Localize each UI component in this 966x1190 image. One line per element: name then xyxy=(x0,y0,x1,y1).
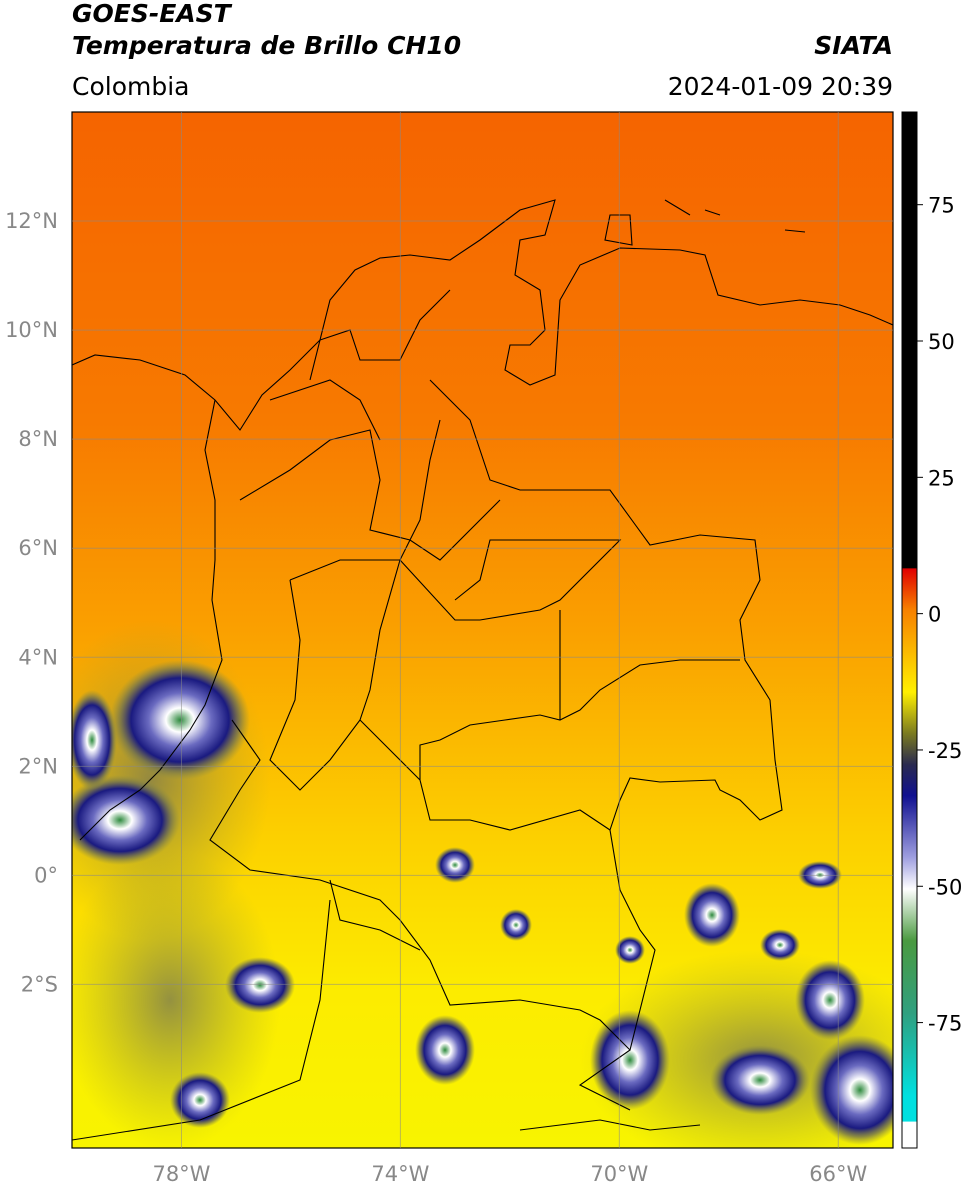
y-tick-label: 10°N xyxy=(5,318,58,342)
map-frame xyxy=(71,111,894,1149)
x-tick-label: 74°W xyxy=(371,1162,429,1186)
region: Colombia xyxy=(72,72,189,101)
x-tick-label: 78°W xyxy=(152,1162,210,1186)
colorbar-tick-label: 25 xyxy=(928,466,955,490)
x-tick-label: 70°W xyxy=(590,1162,648,1186)
y-tick-label: 8°N xyxy=(18,427,58,451)
map-image xyxy=(72,112,893,1148)
colorbar xyxy=(901,111,918,1149)
colorbar-tick-label: 50 xyxy=(928,330,955,354)
source: SIATA xyxy=(814,31,893,60)
colorbar-tick-label: 0 xyxy=(928,603,941,627)
y-tick-label: 0° xyxy=(34,863,58,887)
x-tick-label: 66°W xyxy=(809,1162,867,1186)
colorbar-tick-label: -50 xyxy=(928,875,962,899)
y-tick-label: 4°N xyxy=(18,645,58,669)
datetime: 2024-01-09 20:39 xyxy=(668,72,893,101)
colorbar-tick-label: -25 xyxy=(928,739,962,763)
y-tick-label: 12°N xyxy=(5,209,58,233)
colorbar-tick-label: 75 xyxy=(928,194,955,218)
y-tick-label: 2°S xyxy=(21,972,58,996)
subtitle: Temperatura de Brillo CH10 xyxy=(72,31,461,60)
y-tick-label: 6°N xyxy=(18,536,58,560)
y-tick-label: 2°N xyxy=(18,754,58,778)
title: GOES-EAST xyxy=(72,0,233,28)
colorbar-tick-label: -75 xyxy=(928,1012,962,1036)
